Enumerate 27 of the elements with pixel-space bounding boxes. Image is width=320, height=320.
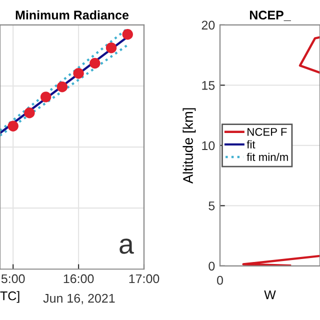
- point: [24, 107, 35, 118]
- point: [56, 81, 68, 92]
- chart-title: Minimum Radiance: [16, 10, 129, 20]
- point: [122, 28, 133, 40]
- legend-label: fit: [246, 140, 256, 148]
- y-axis-title: Altitude [km]: [182, 108, 196, 184]
- point: [90, 58, 100, 69]
- x-tick-label: 16:00: [64, 274, 94, 284]
- y-tick-label: 0: [208, 262, 215, 271]
- x-tick-label: 17:00: [129, 274, 160, 284]
- legend-label: fit min/m: [246, 152, 288, 162]
- chart-title: NCEP_: [250, 10, 291, 21]
- y-tick-label: 15: [202, 81, 215, 90]
- x-axis-title: W: [264, 290, 276, 300]
- point: [40, 92, 52, 102]
- point: [8, 120, 18, 132]
- point: [106, 42, 117, 54]
- x-tick-label: 5:00: [1, 274, 25, 284]
- y-tick-label: 5: [208, 202, 215, 210]
- text: Jun 16, 2021: [43, 294, 115, 304]
- legend-label: NCEP F: [248, 128, 287, 136]
- point: [73, 68, 84, 79]
- text: 0: [217, 276, 223, 285]
- annotation: a: [120, 238, 134, 254]
- y-tick-label: 20: [202, 20, 215, 30]
- x-axis-title: TC]: [0, 291, 20, 303]
- y-tick-label: 10: [202, 141, 215, 150]
